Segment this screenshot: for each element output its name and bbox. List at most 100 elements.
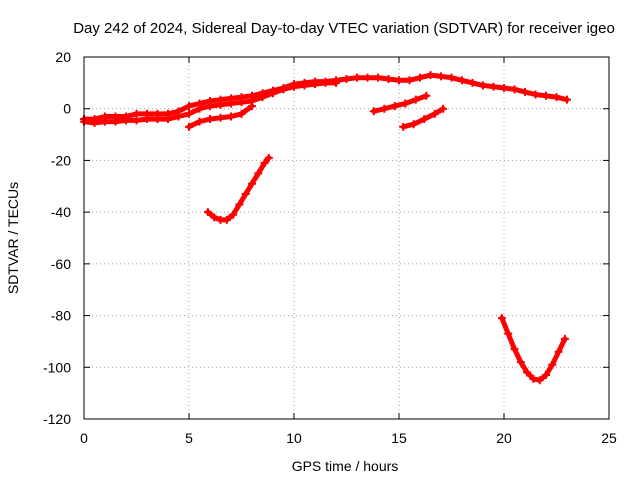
data-point (210, 213, 219, 222)
data-point (185, 109, 193, 118)
grid (84, 57, 609, 419)
data-point (430, 109, 439, 118)
data-point (554, 347, 563, 356)
data-point (143, 115, 151, 124)
series-track-15-17 (399, 104, 448, 131)
data-point (241, 190, 250, 199)
data-point (258, 93, 267, 102)
data-point (311, 80, 319, 89)
data-point (548, 360, 557, 369)
y-tick-label: -80 (51, 308, 71, 324)
x-tick-label: 10 (286, 430, 302, 446)
data-point (164, 115, 172, 124)
data-point (269, 89, 277, 98)
data-point (523, 368, 532, 377)
data-point (405, 76, 414, 85)
y-tick-label: -120 (43, 411, 71, 427)
data-point (254, 169, 263, 178)
data-point (563, 95, 571, 104)
data-point (380, 104, 389, 113)
data-point (195, 104, 204, 113)
data-point (227, 99, 235, 108)
x-tick-label: 20 (496, 430, 512, 446)
y-tick-label: -20 (51, 152, 71, 168)
data-point (216, 100, 225, 109)
data-point (504, 329, 513, 338)
data-point (132, 116, 141, 125)
data-point (439, 104, 448, 113)
data-point (227, 112, 235, 121)
data-point (321, 78, 330, 87)
data-point (342, 74, 351, 83)
data-point (222, 215, 231, 224)
data-point (248, 102, 256, 111)
data-point (489, 82, 498, 91)
data-point (479, 81, 487, 90)
data-point (264, 153, 273, 162)
data-point (353, 73, 361, 82)
y-tick-label: -60 (51, 256, 71, 272)
data-point (409, 120, 418, 129)
data-point (153, 115, 162, 124)
data-point (542, 371, 550, 380)
data-point (185, 102, 193, 111)
data-point (560, 334, 569, 343)
series-track-5-8 (185, 102, 256, 131)
data-point (237, 98, 246, 107)
data-point (420, 115, 429, 124)
data-point (437, 72, 445, 81)
series-line (205, 155, 272, 223)
data-point (447, 73, 456, 82)
chart-title: Day 242 of 2024, Sidereal Day-to-day VTE… (73, 20, 615, 37)
data-point (363, 73, 372, 82)
data-point (248, 179, 256, 188)
x-tick-label: 25 (601, 430, 617, 446)
data-series (80, 71, 571, 385)
data-point (185, 122, 193, 131)
plot-frame (83, 56, 610, 420)
data-point (174, 112, 183, 121)
data-point (411, 95, 420, 104)
data-point (229, 210, 238, 219)
data-point (529, 374, 538, 383)
series-track-main-lower (80, 78, 340, 127)
data-point (401, 99, 410, 108)
data-point (458, 76, 466, 85)
x-tick-label: 0 (80, 430, 88, 446)
axis-ticks: 0 5 10 15 20 25 -120 -100 -80 -60 -40 -20 0 20 (43, 49, 617, 446)
data-point (332, 78, 340, 87)
data-point (122, 116, 130, 125)
data-point (535, 376, 544, 385)
y-tick-label: 20 (55, 49, 71, 65)
data-point (374, 73, 382, 82)
series-track-20-23 (497, 314, 569, 385)
data-point (111, 117, 120, 126)
data-point (290, 82, 298, 91)
data-point (500, 84, 508, 93)
y-axis-label: SDTVAR / TECUs (5, 182, 21, 294)
series-track-6-9 (203, 153, 273, 224)
data-point (90, 118, 99, 127)
data-point (390, 102, 399, 111)
data-point (426, 71, 435, 80)
series-track-14-16 (369, 91, 431, 116)
data-point (195, 117, 204, 126)
data-point (542, 91, 550, 100)
series-line (400, 106, 446, 130)
data-point (422, 91, 431, 100)
data-point (552, 93, 561, 102)
data-point (237, 109, 246, 118)
data-point (531, 90, 540, 99)
data-point (384, 74, 393, 83)
data-point (369, 107, 378, 116)
data-point (521, 87, 529, 96)
data-point (206, 115, 214, 124)
data-point (216, 113, 225, 122)
x-tick-label: 15 (391, 430, 407, 446)
data-point (510, 345, 519, 354)
y-tick-label: -40 (51, 204, 71, 220)
y-tick-label: 0 (63, 101, 71, 117)
data-point (279, 85, 288, 94)
x-tick-label: 5 (185, 430, 193, 446)
